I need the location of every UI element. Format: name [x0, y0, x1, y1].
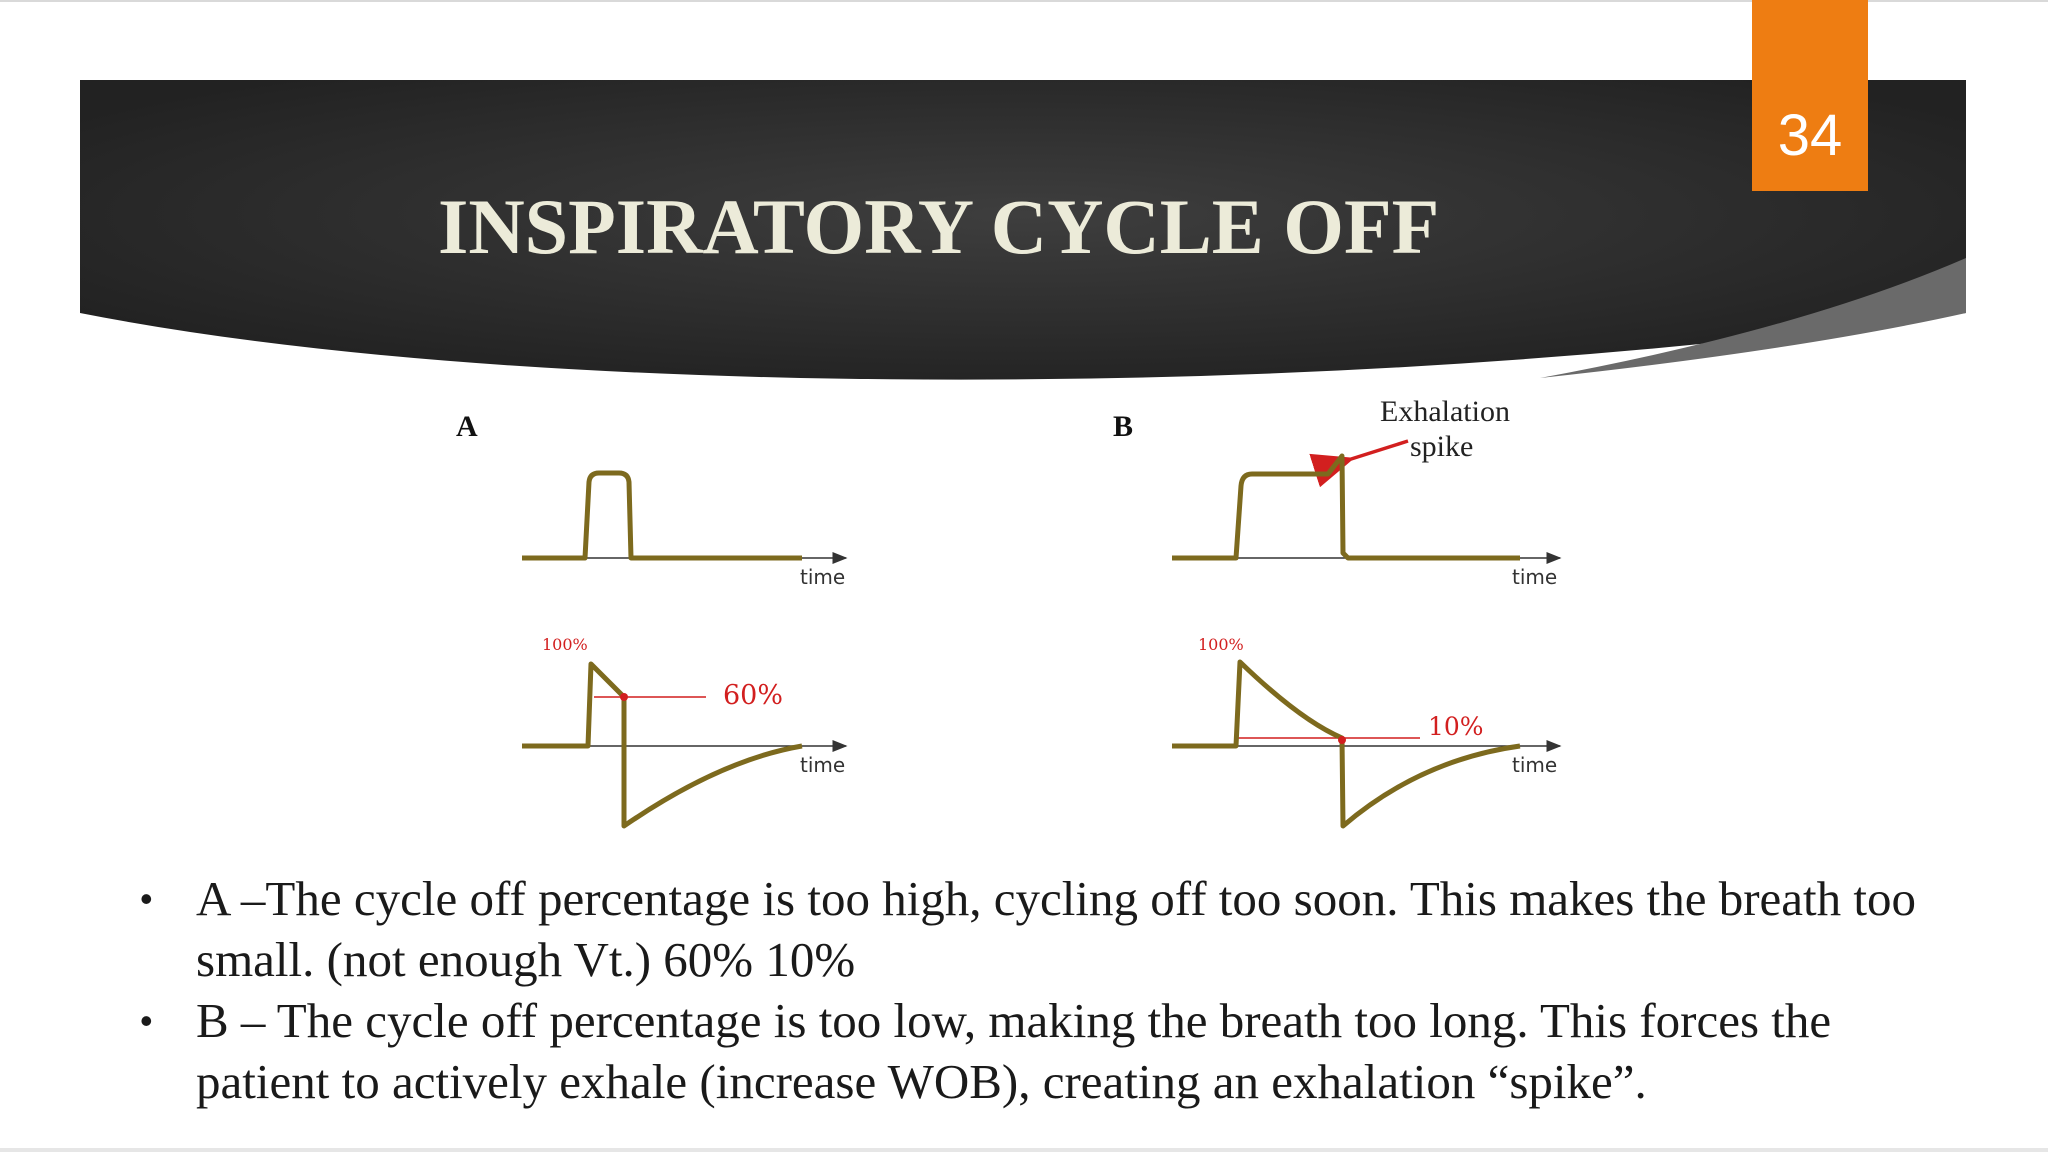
panel-b-label: B	[1113, 410, 1133, 443]
slide-number-badge: 34	[1752, 0, 1868, 191]
panel-b-pressure-wave	[1172, 453, 1520, 561]
top-border	[0, 0, 2048, 2]
panel-b: B Exhalation spike time 100% 10% time	[1113, 395, 1562, 829]
waveform-diagram: A time 100% 60% time B Exhalation spike …	[456, 395, 1562, 829]
banner-shape	[80, 80, 1966, 380]
panel-a-bottom-time: time	[800, 753, 845, 777]
panel-a-threshold-label: 60%	[723, 680, 783, 711]
bullet-item-a: • A –The cycle off percentage is too hig…	[140, 868, 1940, 990]
panel-b-top-time: time	[1512, 565, 1557, 589]
exhalation-annotation-line2: spike	[1410, 430, 1473, 463]
exhalation-annotation-line1: Exhalation	[1380, 395, 1510, 428]
panel-a-flow-wave	[522, 661, 803, 829]
bullet-marker: •	[140, 878, 153, 919]
bottom-border	[0, 1148, 2048, 1152]
panel-b-cycle-point	[1338, 736, 1346, 744]
banner-swoosh	[1540, 258, 1966, 378]
slide-number: 34	[1777, 103, 1843, 168]
bullet-list: • A –The cycle off percentage is too hig…	[140, 868, 1940, 1112]
panel-b-peak-label: 100%	[1198, 635, 1244, 654]
panel-a-pressure-wave	[522, 470, 802, 561]
panel-b-threshold-label: 10%	[1428, 712, 1484, 741]
panel-a-top-time: time	[800, 565, 845, 589]
panel-a: A time 100% 60% time	[456, 410, 848, 829]
title-banner	[80, 80, 1966, 380]
panel-a-label: A	[456, 410, 478, 443]
bullet-marker: •	[140, 1000, 153, 1041]
slide-title: INSPIRATORY CYCLE OFF	[438, 183, 1440, 270]
bullet-text-b: B – The cycle off percentage is too low,…	[196, 993, 1832, 1109]
bullet-item-b: • B – The cycle off percentage is too lo…	[140, 990, 1940, 1112]
panel-b-flow-wave	[1172, 659, 1521, 829]
panel-a-peak-label: 100%	[542, 635, 588, 654]
panel-a-cycle-point	[620, 693, 628, 701]
exhalation-spike-arrow	[1309, 439, 1409, 488]
bullet-text-a: A –The cycle off percentage is too high,…	[196, 871, 1917, 987]
panel-b-bottom-time: time	[1512, 753, 1557, 777]
